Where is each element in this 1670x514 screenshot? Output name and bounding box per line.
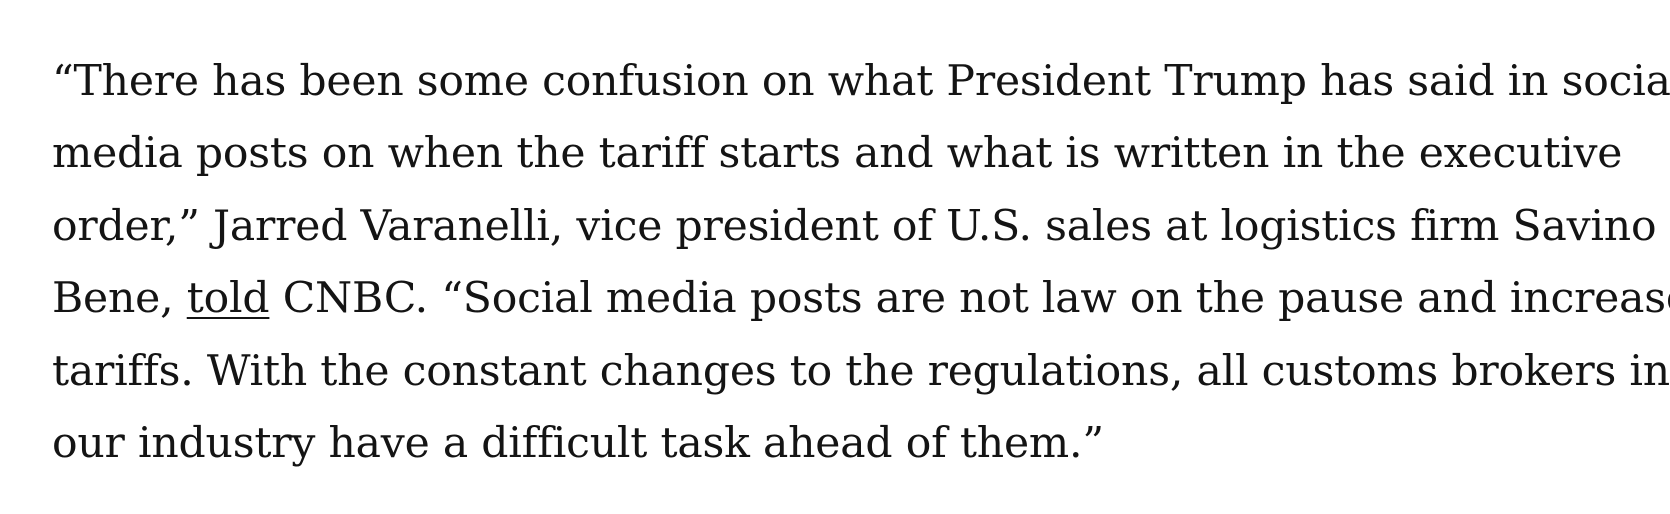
paragraph-line-3: order,” Jarred Varanelli, vice president… [52, 201, 1670, 251]
told-link[interactable]: told [186, 274, 270, 324]
paragraph-line-2: media posts on when the tariff starts an… [52, 129, 1623, 179]
paragraph-line-4-start: Bene, [52, 274, 187, 324]
paragraph-line-4-end: CNBC. “Social media posts are not law on… [269, 274, 1670, 324]
paragraph-line-1: “There has been some confusion on what P… [52, 57, 1670, 106]
article-paragraph: “There has been some confusion on what P… [52, 46, 1670, 480]
paragraph-line-4: Bene, told CNBC. “Social media posts are… [52, 263, 1670, 335]
paragraph-line-6: our industry have a difficult task ahead… [52, 419, 1104, 469]
paragraph-line-5: tariffs. With the constant changes to th… [52, 346, 1670, 396]
